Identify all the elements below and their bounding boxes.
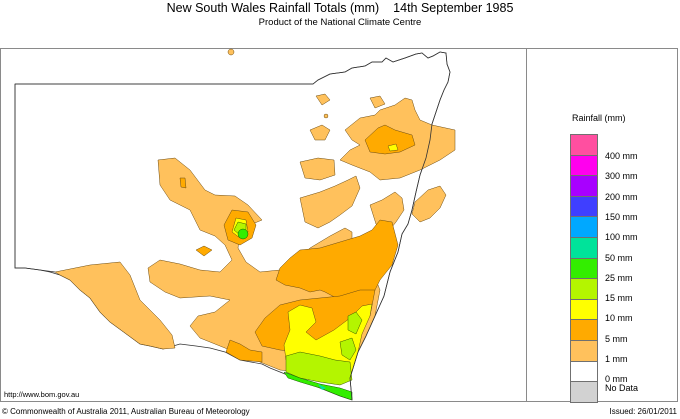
chart-frame — [0, 48, 678, 402]
legend-swatch-400 — [570, 134, 598, 155]
legend-swatch-0 — [570, 360, 598, 382]
legend-swatch-300 — [570, 154, 598, 176]
legend-label: 200 mm — [605, 192, 638, 202]
legend-label: 400 mm — [605, 151, 638, 161]
map-subtitle: Product of the National Climate Centre — [258, 17, 422, 28]
legend-label: 10 mm — [605, 313, 633, 323]
issued-date: Issued: 26/01/2011 — [609, 407, 677, 416]
legend-label: 15 mm — [605, 293, 633, 303]
title-date: 14th September 1985 — [393, 1, 514, 15]
legend-label: 25 mm — [605, 273, 633, 283]
legend-colorbar — [570, 134, 598, 403]
legend-label: 100 mm — [605, 232, 638, 242]
title-text: New South Wales Rainfall Totals (mm) — [166, 1, 380, 15]
legend-title: Rainfall (mm) — [572, 113, 626, 123]
legend-swatch-25 — [570, 257, 598, 279]
legend-label: No Data — [605, 383, 639, 393]
legend-label: 5 mm — [605, 334, 628, 344]
copyright-notice: © Commonwealth of Australia 2011, Austra… — [2, 407, 250, 416]
legend-divider — [526, 48, 527, 402]
nsw-map-graphic — [14, 48, 456, 401]
legend-label: 150 mm — [605, 212, 638, 222]
map-title: New South Wales Rainfall Totals (mm) 14th… — [0, 0, 680, 16]
rainfall-map — [0, 48, 527, 402]
legend-swatch-5 — [570, 319, 598, 340]
legend-swatch-200 — [570, 175, 598, 196]
legend-label: 300 mm — [605, 171, 638, 181]
legend-swatch-10 — [570, 298, 598, 320]
legend-swatch-150 — [570, 195, 598, 217]
legend-swatch-nodata — [570, 381, 598, 403]
legend-label: 0 mm — [605, 374, 628, 384]
legend-swatch-15 — [570, 278, 598, 299]
legend-label: 50 mm — [605, 253, 633, 263]
legend-swatch-1 — [570, 339, 598, 361]
legend-swatch-100 — [570, 216, 598, 237]
legend-swatch-50 — [570, 236, 598, 258]
legend-label: 1 mm — [605, 354, 628, 364]
bom-url-link[interactable]: http://www.bom.gov.au — [4, 390, 80, 399]
